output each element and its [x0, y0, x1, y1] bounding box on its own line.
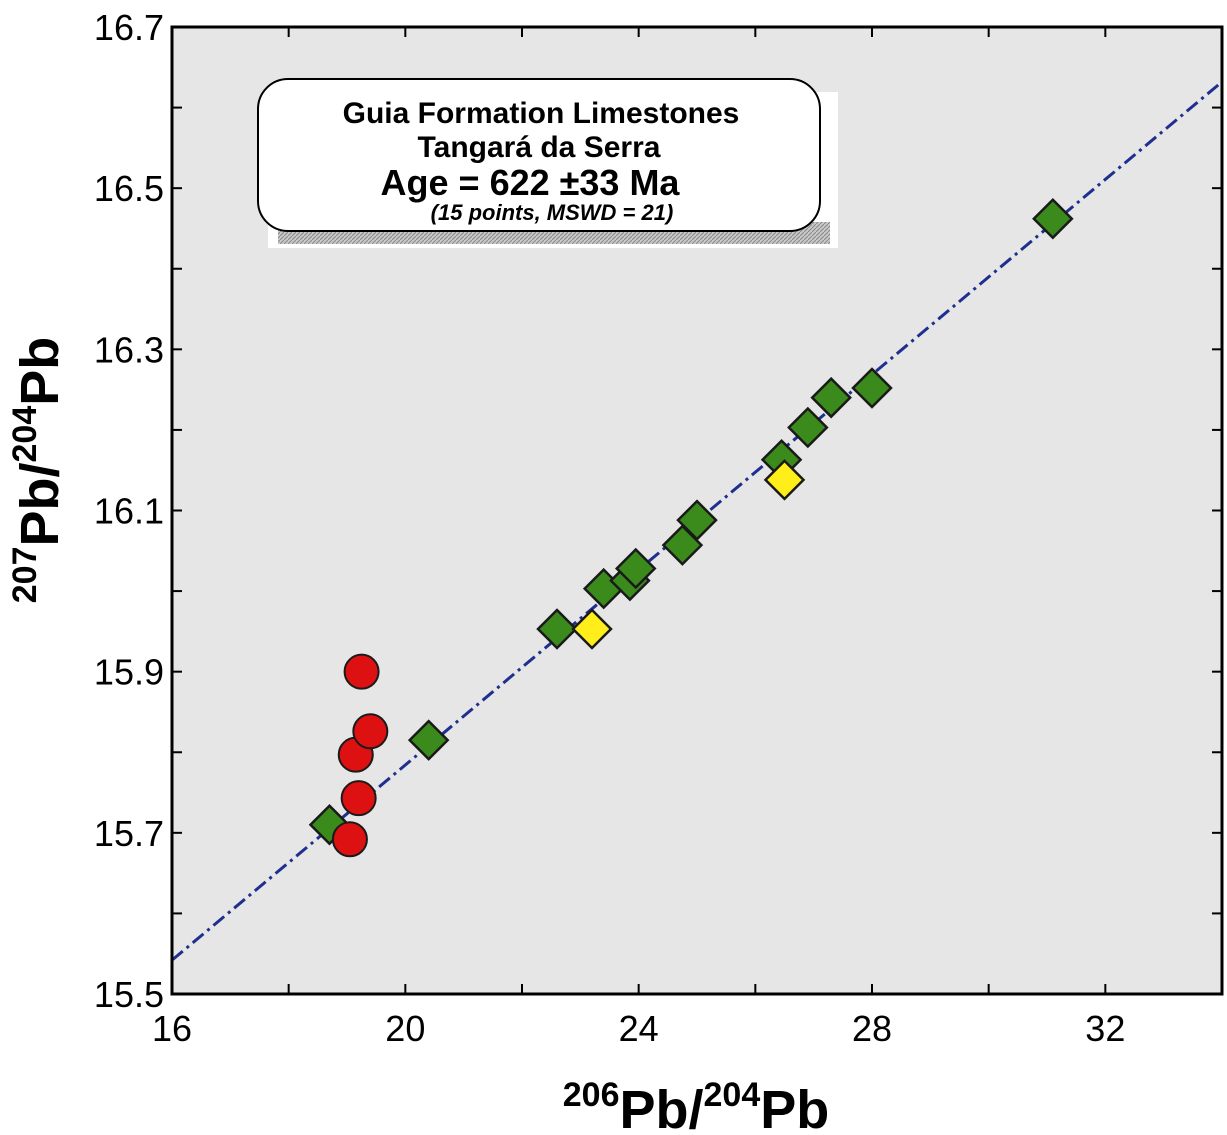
data-point-circle [352, 713, 389, 750]
annotation-frame [257, 78, 821, 232]
data-point-circle [343, 653, 380, 690]
x-axis-title-mass2: 204 [704, 1076, 761, 1114]
x-tick-label: 32 [1085, 1008, 1125, 1049]
y-axis-title-element1: Pb/ [10, 463, 70, 547]
x-axis-title-element2: Pb [760, 1080, 829, 1135]
x-tick-label: 20 [385, 1008, 425, 1049]
x-tick-label: 24 [619, 1008, 659, 1049]
data-point-diamond [536, 608, 578, 650]
y-axis-title-mass2: 204 [6, 406, 44, 463]
x-axis-title-mass1: 206 [563, 1076, 620, 1114]
x-axis-title: 206Pb/204Pb [563, 1076, 830, 1135]
annotation-location: Tangará da Serra [418, 131, 661, 164]
data-point-diamond [407, 719, 450, 761]
y-axis-title: 207Pb/204Pb [6, 337, 70, 604]
x-tick-label: 16 [152, 1008, 192, 1049]
y-tick-label: 15.5 [94, 974, 164, 1015]
data-point-circle [340, 780, 377, 817]
x-tick-label: 28 [852, 1008, 892, 1049]
annotation-stats: (15 points, MSWD = 21) [431, 200, 674, 225]
annotation-title: Guia Formation Limestones [343, 97, 740, 130]
annotation-age: Age = 622 ±33 Ma [381, 162, 681, 203]
y-tick-label: 16.5 [94, 168, 164, 209]
data-point-diamond [1032, 198, 1074, 240]
data-point-diamond [614, 547, 657, 590]
y-tick-label: 16.7 [94, 7, 164, 48]
data-point-diamond [851, 367, 893, 409]
y-axis-title-element2: Pb [10, 337, 70, 406]
y-tick-label: 15.7 [94, 813, 164, 854]
data-point-diamond [787, 406, 829, 449]
data-point-diamond [676, 499, 718, 541]
x-axis-title-element1: Pb/ [619, 1080, 703, 1135]
data-point-diamond [810, 376, 852, 419]
y-tick-label: 16.3 [94, 329, 164, 370]
y-tick-label: 16.1 [94, 491, 164, 532]
y-tick-label: 15.9 [94, 652, 164, 693]
data-point-diamond [763, 459, 806, 501]
data-point-circle [331, 821, 368, 858]
annotation-box: Guia Formation Limestones Tangará da Ser… [257, 78, 838, 248]
y-axis-title-mass1: 207 [6, 547, 44, 604]
data-point-diamond [571, 608, 613, 650]
